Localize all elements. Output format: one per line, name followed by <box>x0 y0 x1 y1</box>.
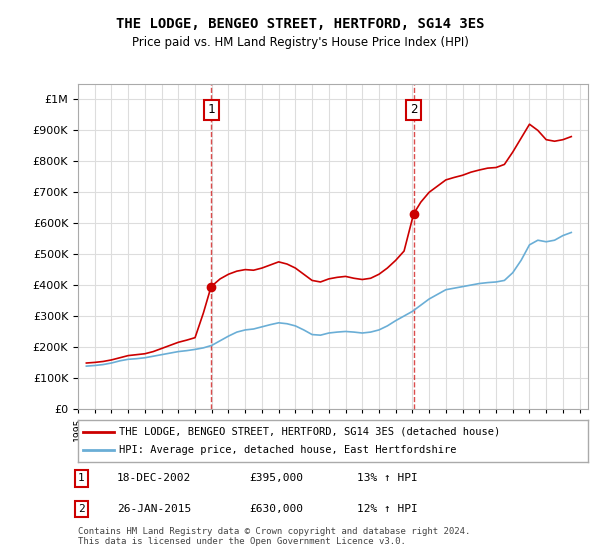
Text: 2: 2 <box>78 504 85 514</box>
Text: 1: 1 <box>78 473 85 483</box>
Text: 13% ↑ HPI: 13% ↑ HPI <box>357 473 418 483</box>
Text: THE LODGE, BENGEO STREET, HERTFORD, SG14 3ES: THE LODGE, BENGEO STREET, HERTFORD, SG14… <box>116 17 484 31</box>
Text: £395,000: £395,000 <box>249 473 303 483</box>
Text: 2: 2 <box>410 104 418 116</box>
Text: THE LODGE, BENGEO STREET, HERTFORD, SG14 3ES (detached house): THE LODGE, BENGEO STREET, HERTFORD, SG14… <box>119 427 500 437</box>
Text: 1: 1 <box>208 104 215 116</box>
Text: £630,000: £630,000 <box>249 504 303 514</box>
Text: HPI: Average price, detached house, East Hertfordshire: HPI: Average price, detached house, East… <box>119 445 457 455</box>
Text: Price paid vs. HM Land Registry's House Price Index (HPI): Price paid vs. HM Land Registry's House … <box>131 36 469 49</box>
Text: 12% ↑ HPI: 12% ↑ HPI <box>357 504 418 514</box>
Text: 26-JAN-2015: 26-JAN-2015 <box>117 504 191 514</box>
Text: Contains HM Land Registry data © Crown copyright and database right 2024.
This d: Contains HM Land Registry data © Crown c… <box>78 526 470 546</box>
Text: 18-DEC-2002: 18-DEC-2002 <box>117 473 191 483</box>
